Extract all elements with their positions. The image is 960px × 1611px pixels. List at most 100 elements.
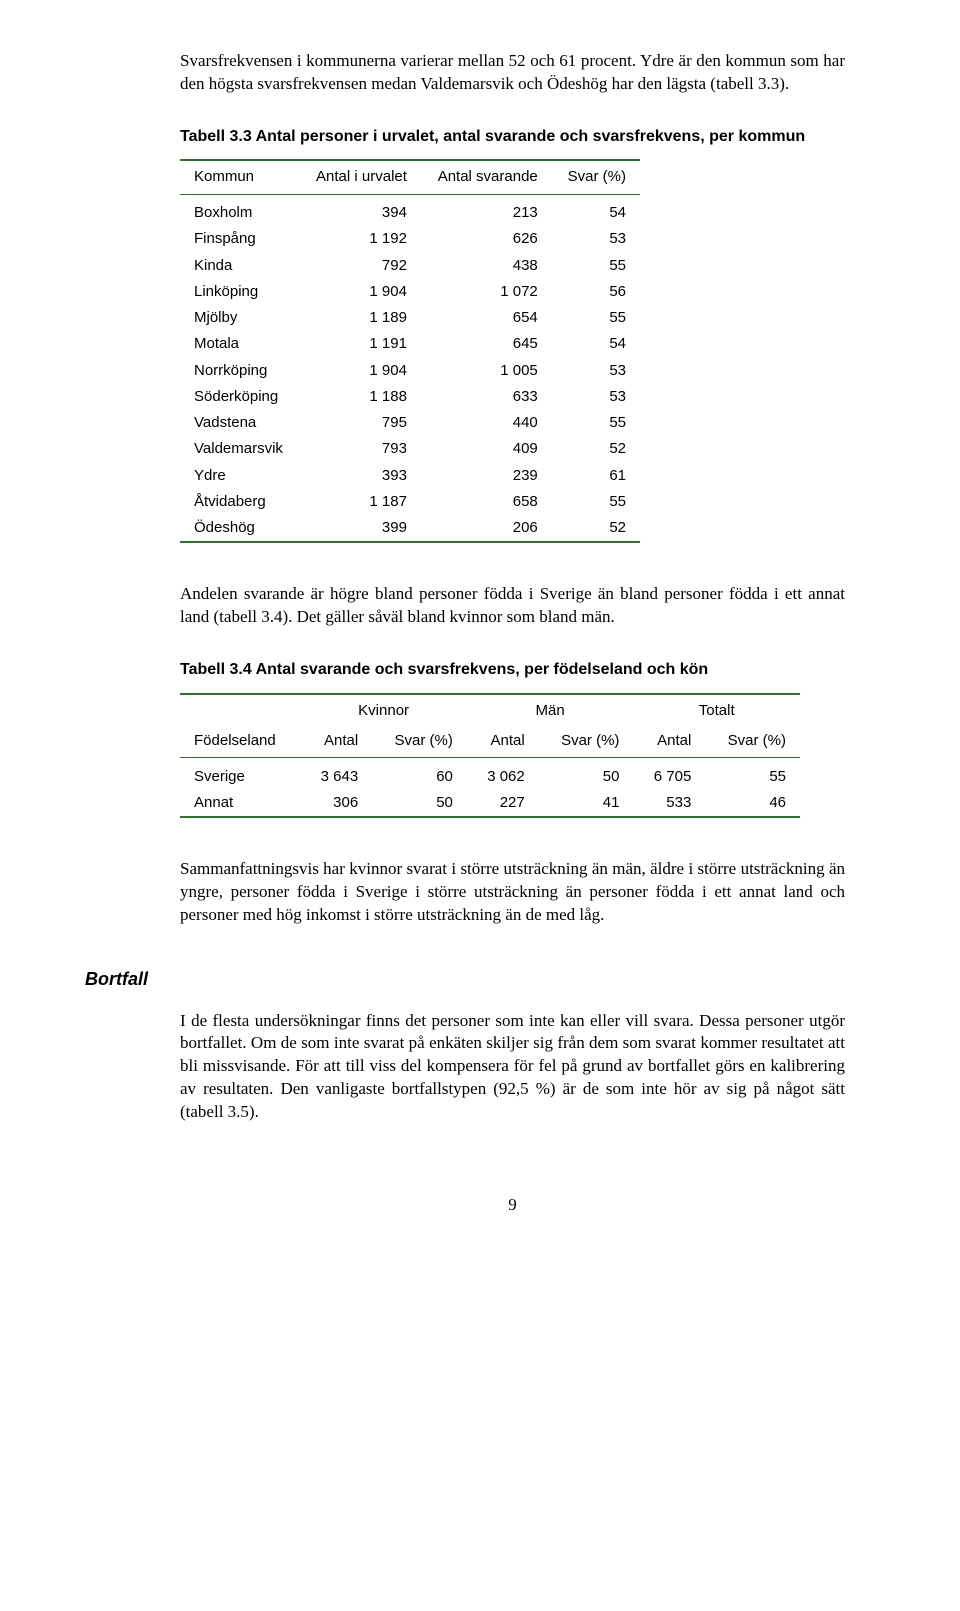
cell: 206 — [421, 515, 552, 542]
page-number: 9 — [180, 1194, 845, 1217]
cell: 213 — [421, 200, 552, 226]
cell: 645 — [421, 331, 552, 357]
cell: 55 — [552, 253, 640, 279]
table2-header: Svar (%) — [539, 725, 634, 758]
cell: 1 072 — [421, 279, 552, 305]
cell: 393 — [299, 463, 420, 489]
cell: 793 — [299, 436, 420, 462]
cell: 55 — [552, 305, 640, 331]
table-row: Motala1 19164554 — [180, 331, 640, 357]
cell: 41 — [539, 790, 634, 817]
table2-header: Antal — [633, 725, 705, 758]
cell: 50 — [539, 764, 634, 790]
section-heading-bortfall: Bortfall — [85, 967, 845, 991]
cell: 52 — [552, 436, 640, 462]
cell: 1 904 — [299, 279, 420, 305]
cell: Motala — [180, 331, 299, 357]
cell: 3 643 — [300, 764, 372, 790]
cell: 394 — [299, 200, 420, 226]
table-fodelseland: Kvinnor Män Totalt Födelseland Antal Sva… — [180, 693, 800, 819]
cell: Kinda — [180, 253, 299, 279]
cell: 61 — [552, 463, 640, 489]
cell: 1 904 — [299, 358, 420, 384]
table1-header-urvalet: Antal i urvalet — [299, 160, 420, 194]
cell: 6 705 — [633, 764, 705, 790]
cell: 440 — [421, 410, 552, 436]
cell: 792 — [299, 253, 420, 279]
cell: 50 — [372, 790, 467, 817]
table2-header: Antal — [300, 725, 372, 758]
cell: Mjölby — [180, 305, 299, 331]
table2-group-totalt: Totalt — [633, 694, 800, 725]
table-row: Finspång1 19262653 — [180, 226, 640, 252]
cell: 654 — [421, 305, 552, 331]
table-row: Åtvidaberg1 18765855 — [180, 489, 640, 515]
cell: Annat — [180, 790, 300, 817]
cell: 533 — [633, 790, 705, 817]
cell: 239 — [421, 463, 552, 489]
para3: Sammanfattningsvis har kvinnor svarat i … — [180, 858, 845, 927]
cell: 227 — [467, 790, 539, 817]
table-row: Vadstena79544055 — [180, 410, 640, 436]
cell: Söderköping — [180, 384, 299, 410]
table1-header-row: Kommun Antal i urvalet Antal svarande Sv… — [180, 160, 640, 194]
table-row: Ydre39323961 — [180, 463, 640, 489]
table-row: Boxholm39421354 — [180, 200, 640, 226]
table-row: Norrköping1 9041 00553 — [180, 358, 640, 384]
cell: 1 192 — [299, 226, 420, 252]
cell: 56 — [552, 279, 640, 305]
cell: Boxholm — [180, 200, 299, 226]
table-row: Valdemarsvik79340952 — [180, 436, 640, 462]
cell: 53 — [552, 358, 640, 384]
cell: 1 191 — [299, 331, 420, 357]
cell: Finspång — [180, 226, 299, 252]
cell: Linköping — [180, 279, 299, 305]
table1-header-svarande: Antal svarande — [421, 160, 552, 194]
cell: 55 — [552, 489, 640, 515]
table-kommun: Kommun Antal i urvalet Antal svarande Sv… — [180, 159, 640, 543]
cell: 399 — [299, 515, 420, 542]
cell: 1 187 — [299, 489, 420, 515]
table2-group-header: Kvinnor Män Totalt — [180, 694, 800, 725]
cell: 438 — [421, 253, 552, 279]
cell: 626 — [421, 226, 552, 252]
table2-caption: Tabell 3.4 Antal svarande och svarsfrekv… — [180, 659, 845, 681]
cell: 54 — [552, 200, 640, 226]
cell: 409 — [421, 436, 552, 462]
cell: 55 — [552, 410, 640, 436]
cell: 1 188 — [299, 384, 420, 410]
cell: 52 — [552, 515, 640, 542]
para4: I de flesta undersökningar finns det per… — [180, 1010, 845, 1125]
cell: Valdemarsvik — [180, 436, 299, 462]
cell: 1 005 — [421, 358, 552, 384]
table-row: Ödeshög39920652 — [180, 515, 640, 542]
table-row: Mjölby1 18965455 — [180, 305, 640, 331]
cell: 658 — [421, 489, 552, 515]
cell: 60 — [372, 764, 467, 790]
table2-header: Svar (%) — [372, 725, 467, 758]
cell: 54 — [552, 331, 640, 357]
table2-header-row: Födelseland Antal Svar (%) Antal Svar (%… — [180, 725, 800, 758]
cell: 795 — [299, 410, 420, 436]
cell: 306 — [300, 790, 372, 817]
para2: Andelen svarande är högre bland personer… — [180, 583, 845, 629]
table-row: Annat 306 50 227 41 533 46 — [180, 790, 800, 817]
cell: Ydre — [180, 463, 299, 489]
table1-header-kommun: Kommun — [180, 160, 299, 194]
table2-group-kvinnor: Kvinnor — [300, 694, 467, 725]
table1-caption: Tabell 3.3 Antal personer i urvalet, ant… — [180, 126, 845, 148]
cell: Åtvidaberg — [180, 489, 299, 515]
table2-group-man: Män — [467, 694, 634, 725]
cell: 46 — [705, 790, 800, 817]
cell: 633 — [421, 384, 552, 410]
cell: 1 189 — [299, 305, 420, 331]
cell: Norrköping — [180, 358, 299, 384]
table2-header-fodelseland: Födelseland — [180, 725, 300, 758]
table2-header: Svar (%) — [705, 725, 800, 758]
table-row: Kinda79243855 — [180, 253, 640, 279]
table2-header: Antal — [467, 725, 539, 758]
cell: Vadstena — [180, 410, 299, 436]
table-row: Sverige 3 643 60 3 062 50 6 705 55 — [180, 764, 800, 790]
cell: 53 — [552, 226, 640, 252]
table-row: Linköping1 9041 07256 — [180, 279, 640, 305]
